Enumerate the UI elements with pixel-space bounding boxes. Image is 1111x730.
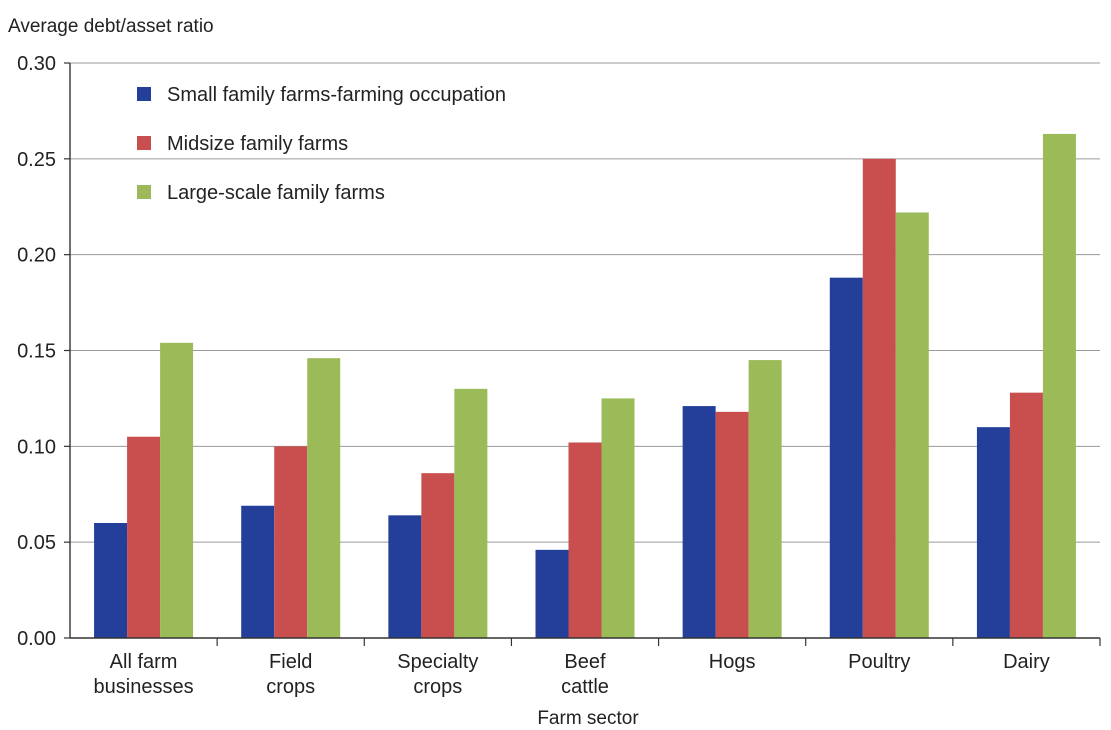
x-category-label-line: Hogs bbox=[709, 651, 756, 673]
bar bbox=[127, 436, 161, 638]
x-category-label: Beef cattle bbox=[561, 651, 609, 698]
x-category-label-line: Beef bbox=[564, 651, 606, 673]
bar bbox=[829, 277, 863, 638]
y-tick-label: 0.15 bbox=[17, 341, 56, 363]
legend-label: Midsize family farms bbox=[167, 133, 348, 155]
x-category-label: Field crops bbox=[266, 651, 315, 698]
bar bbox=[535, 549, 569, 638]
y-axis-title: Average debt/asset ratio bbox=[8, 16, 214, 37]
bar bbox=[160, 342, 194, 638]
x-category-label-line: crops bbox=[266, 676, 315, 698]
legend: Small family farms-farming occupation Mid… bbox=[137, 84, 506, 204]
x-axis-categories: All farm businesses Field crops Specialty cro… bbox=[94, 638, 1101, 698]
bar bbox=[94, 523, 128, 638]
bar bbox=[976, 427, 1010, 638]
bar bbox=[895, 212, 929, 638]
bar bbox=[274, 446, 308, 638]
bar bbox=[241, 505, 275, 638]
legend-swatch bbox=[137, 185, 151, 199]
y-axis-ticks: 0.00 0.05 0.10 0.15 0.20 0.25 0.30 bbox=[17, 53, 70, 650]
x-category-label: Dairy bbox=[1003, 651, 1050, 673]
x-category-label: Hogs bbox=[709, 651, 756, 673]
x-category-label-line: Dairy bbox=[1003, 651, 1050, 673]
x-category-label-line: crops bbox=[413, 676, 462, 698]
bar bbox=[862, 158, 896, 639]
x-category-label: All farm businesses bbox=[94, 651, 194, 698]
bar bbox=[748, 360, 782, 638]
bar bbox=[601, 398, 635, 638]
x-axis-title: Farm sector bbox=[537, 708, 639, 729]
y-tick-label: 0.20 bbox=[17, 245, 56, 267]
legend-label: Small family farms-farming occupation bbox=[167, 84, 506, 106]
x-category-label-line: All farm bbox=[110, 651, 178, 673]
legend-swatch bbox=[137, 136, 151, 150]
bar bbox=[388, 515, 422, 638]
y-tick-label: 0.25 bbox=[17, 149, 56, 171]
x-category-label-line: Field bbox=[269, 651, 312, 673]
y-tick-label: 0.10 bbox=[17, 436, 56, 458]
x-category-label-line: businesses bbox=[94, 676, 194, 698]
legend-swatch bbox=[137, 87, 151, 101]
axes bbox=[69, 63, 1100, 639]
x-category-label: Poultry bbox=[848, 651, 910, 673]
x-category-label-line: cattle bbox=[561, 676, 609, 698]
bar bbox=[421, 473, 455, 638]
y-tick-label: 0.00 bbox=[17, 628, 56, 650]
x-category-label-line: Poultry bbox=[848, 651, 910, 673]
x-category-label-line: Specialty bbox=[397, 651, 478, 673]
x-category-label: Specialty crops bbox=[397, 651, 478, 698]
bar bbox=[307, 358, 341, 638]
bar bbox=[1042, 133, 1076, 638]
bar bbox=[568, 442, 602, 638]
y-tick-label: 0.05 bbox=[17, 532, 56, 554]
y-tick-label: 0.30 bbox=[17, 53, 56, 75]
bar bbox=[682, 406, 716, 638]
bar bbox=[715, 411, 749, 638]
bar bbox=[454, 388, 488, 638]
bars bbox=[94, 133, 1076, 639]
legend-label: Large-scale family farms bbox=[167, 182, 385, 204]
bar bbox=[1009, 392, 1043, 638]
